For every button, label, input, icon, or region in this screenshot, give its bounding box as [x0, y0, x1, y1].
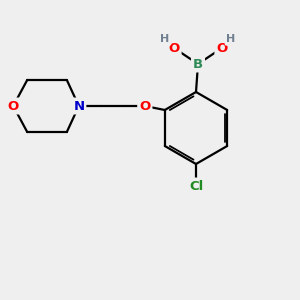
Text: O: O — [216, 41, 228, 55]
Text: B: B — [193, 58, 203, 70]
Text: H: H — [160, 34, 169, 44]
Text: O: O — [139, 100, 150, 112]
Text: O: O — [8, 100, 19, 112]
Text: H: H — [226, 34, 236, 44]
Text: Cl: Cl — [189, 179, 203, 193]
Text: O: O — [168, 41, 180, 55]
Text: N: N — [73, 100, 84, 112]
